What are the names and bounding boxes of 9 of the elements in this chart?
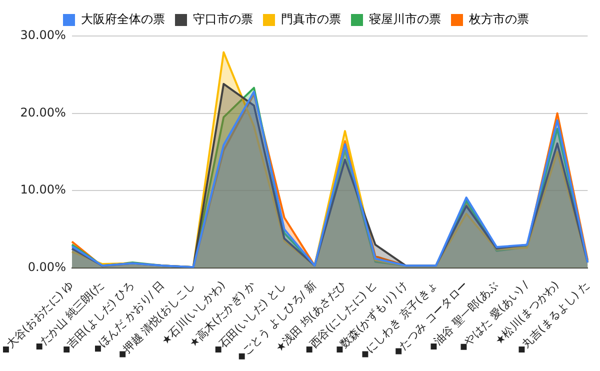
legend-label: 寝屋川市の票 <box>369 12 441 26</box>
y-tick-label: 10.00% <box>20 182 66 197</box>
y-tick-label: 20.00% <box>20 105 66 120</box>
legend-label: 守口市の票 <box>193 12 253 26</box>
legend-label: 枚方市の票 <box>468 12 529 26</box>
y-tick-label: 0.00% <box>28 260 66 274</box>
legend-label: 門真市の票 <box>281 12 341 26</box>
y-tick-label: 30.00% <box>20 28 66 42</box>
legend-label: 大阪府全体の票 <box>81 12 165 26</box>
